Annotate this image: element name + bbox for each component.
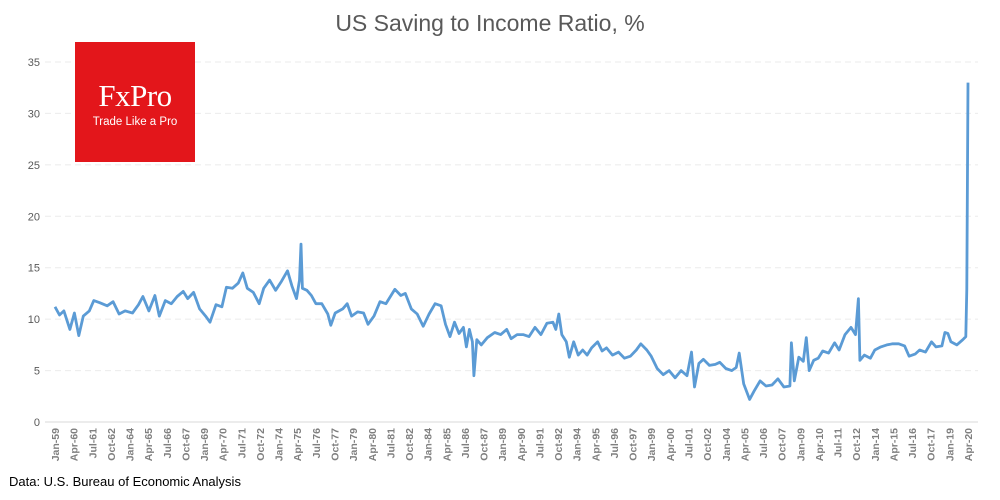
y-tick-label: 15: [28, 263, 40, 275]
y-axis-ticks: 0 5 10 15 20 25 30 35: [28, 57, 40, 429]
x-tick-label: Jan-59: [50, 428, 62, 461]
x-axis-ticks: Jan-59 Apr-60 Jul-61 Oct-62 Jan-64 Apr-65 Jul-…: [50, 428, 975, 461]
x-tick-label: Oct-17: [926, 428, 938, 461]
x-tick-label: Jul-11: [833, 428, 845, 458]
x-tick-label: Apr-15: [888, 428, 900, 461]
y-tick-label: 5: [34, 366, 40, 378]
x-tick-label: Jan-99: [646, 428, 658, 461]
x-tick-label: Apr-85: [441, 428, 453, 461]
x-tick-label: Oct-77: [329, 428, 341, 461]
x-tick-label: Jul-66: [162, 428, 174, 459]
data-source-note: Data: U.S. Bureau of Economic Analysis: [9, 474, 241, 489]
y-tick-label: 20: [28, 211, 40, 223]
x-tick-label: Oct-82: [404, 428, 416, 461]
chart-title: US Saving to Income Ratio, %: [335, 10, 645, 36]
x-tick-label: Jul-91: [534, 428, 546, 459]
y-tick-label: 0: [34, 417, 40, 429]
x-tick-label: Jul-81: [385, 428, 397, 459]
x-tick-label: Apr-60: [69, 428, 81, 461]
x-tick-label: Apr-00: [665, 428, 677, 461]
x-tick-label: Jan-09: [795, 428, 807, 461]
y-tick-label: 30: [28, 108, 40, 120]
x-tick-label: Oct-62: [106, 428, 118, 461]
x-tick-label: Oct-07: [777, 428, 789, 461]
x-tick-label: Jan-89: [497, 428, 509, 461]
y-tick-label: 25: [28, 160, 40, 172]
x-tick-label: Oct-12: [851, 428, 863, 461]
x-tick-label: Oct-92: [553, 428, 565, 461]
logo-tagline: Trade Like a Pro: [92, 116, 178, 128]
x-tick-label: Apr-70: [218, 428, 230, 461]
fxpro-logo: FxPro Trade Like a Pro: [75, 42, 195, 162]
x-tick-label: Apr-80: [367, 428, 379, 461]
x-tick-label: Jan-79: [348, 428, 360, 461]
x-tick-label: Oct-67: [180, 428, 192, 461]
x-tick-label: Jan-19: [944, 428, 956, 461]
x-tick-label: Oct-72: [255, 428, 267, 461]
x-tick-label: Jul-61: [87, 428, 99, 459]
x-tick-label: Jul-96: [609, 428, 621, 459]
x-tick-label: Apr-95: [590, 428, 602, 461]
series-line: [53, 82, 970, 401]
x-tick-label: Jul-76: [311, 428, 323, 459]
x-tick-label: Jan-04: [721, 428, 733, 461]
x-tick-label: Apr-75: [292, 428, 304, 461]
x-tick-label: Jan-94: [572, 428, 584, 461]
x-tick-label: Oct-02: [702, 428, 714, 461]
x-tick-label: Jan-84: [423, 428, 435, 461]
x-tick-label: Apr-90: [516, 428, 528, 461]
x-tick-label: Jan-64: [125, 428, 137, 461]
x-tick-label: Oct-97: [628, 428, 640, 461]
logo-brand: FxPro: [98, 78, 172, 113]
gridlines: [45, 61, 978, 423]
x-tick-label: Jul-01: [684, 428, 696, 459]
x-tick-label: Apr-65: [143, 428, 155, 461]
x-tick-label: Jul-16: [907, 428, 919, 459]
x-tick-label: Oct-87: [479, 428, 491, 461]
x-tick-label: Jan-74: [274, 428, 286, 461]
x-tick-label: Apr-20: [963, 428, 975, 461]
y-tick-label: 10: [28, 314, 40, 326]
y-tick-label: 35: [28, 57, 40, 69]
x-tick-label: Jan-14: [870, 428, 882, 461]
x-tick-label: Apr-10: [814, 428, 826, 461]
x-tick-label: Jul-86: [460, 428, 472, 459]
x-tick-label: Apr-05: [739, 428, 751, 461]
x-tick-label: Jul-06: [758, 428, 770, 459]
x-tick-label: Jul-71: [236, 428, 248, 459]
x-tick-label: Jan-69: [199, 428, 211, 461]
series-group: [53, 82, 970, 401]
